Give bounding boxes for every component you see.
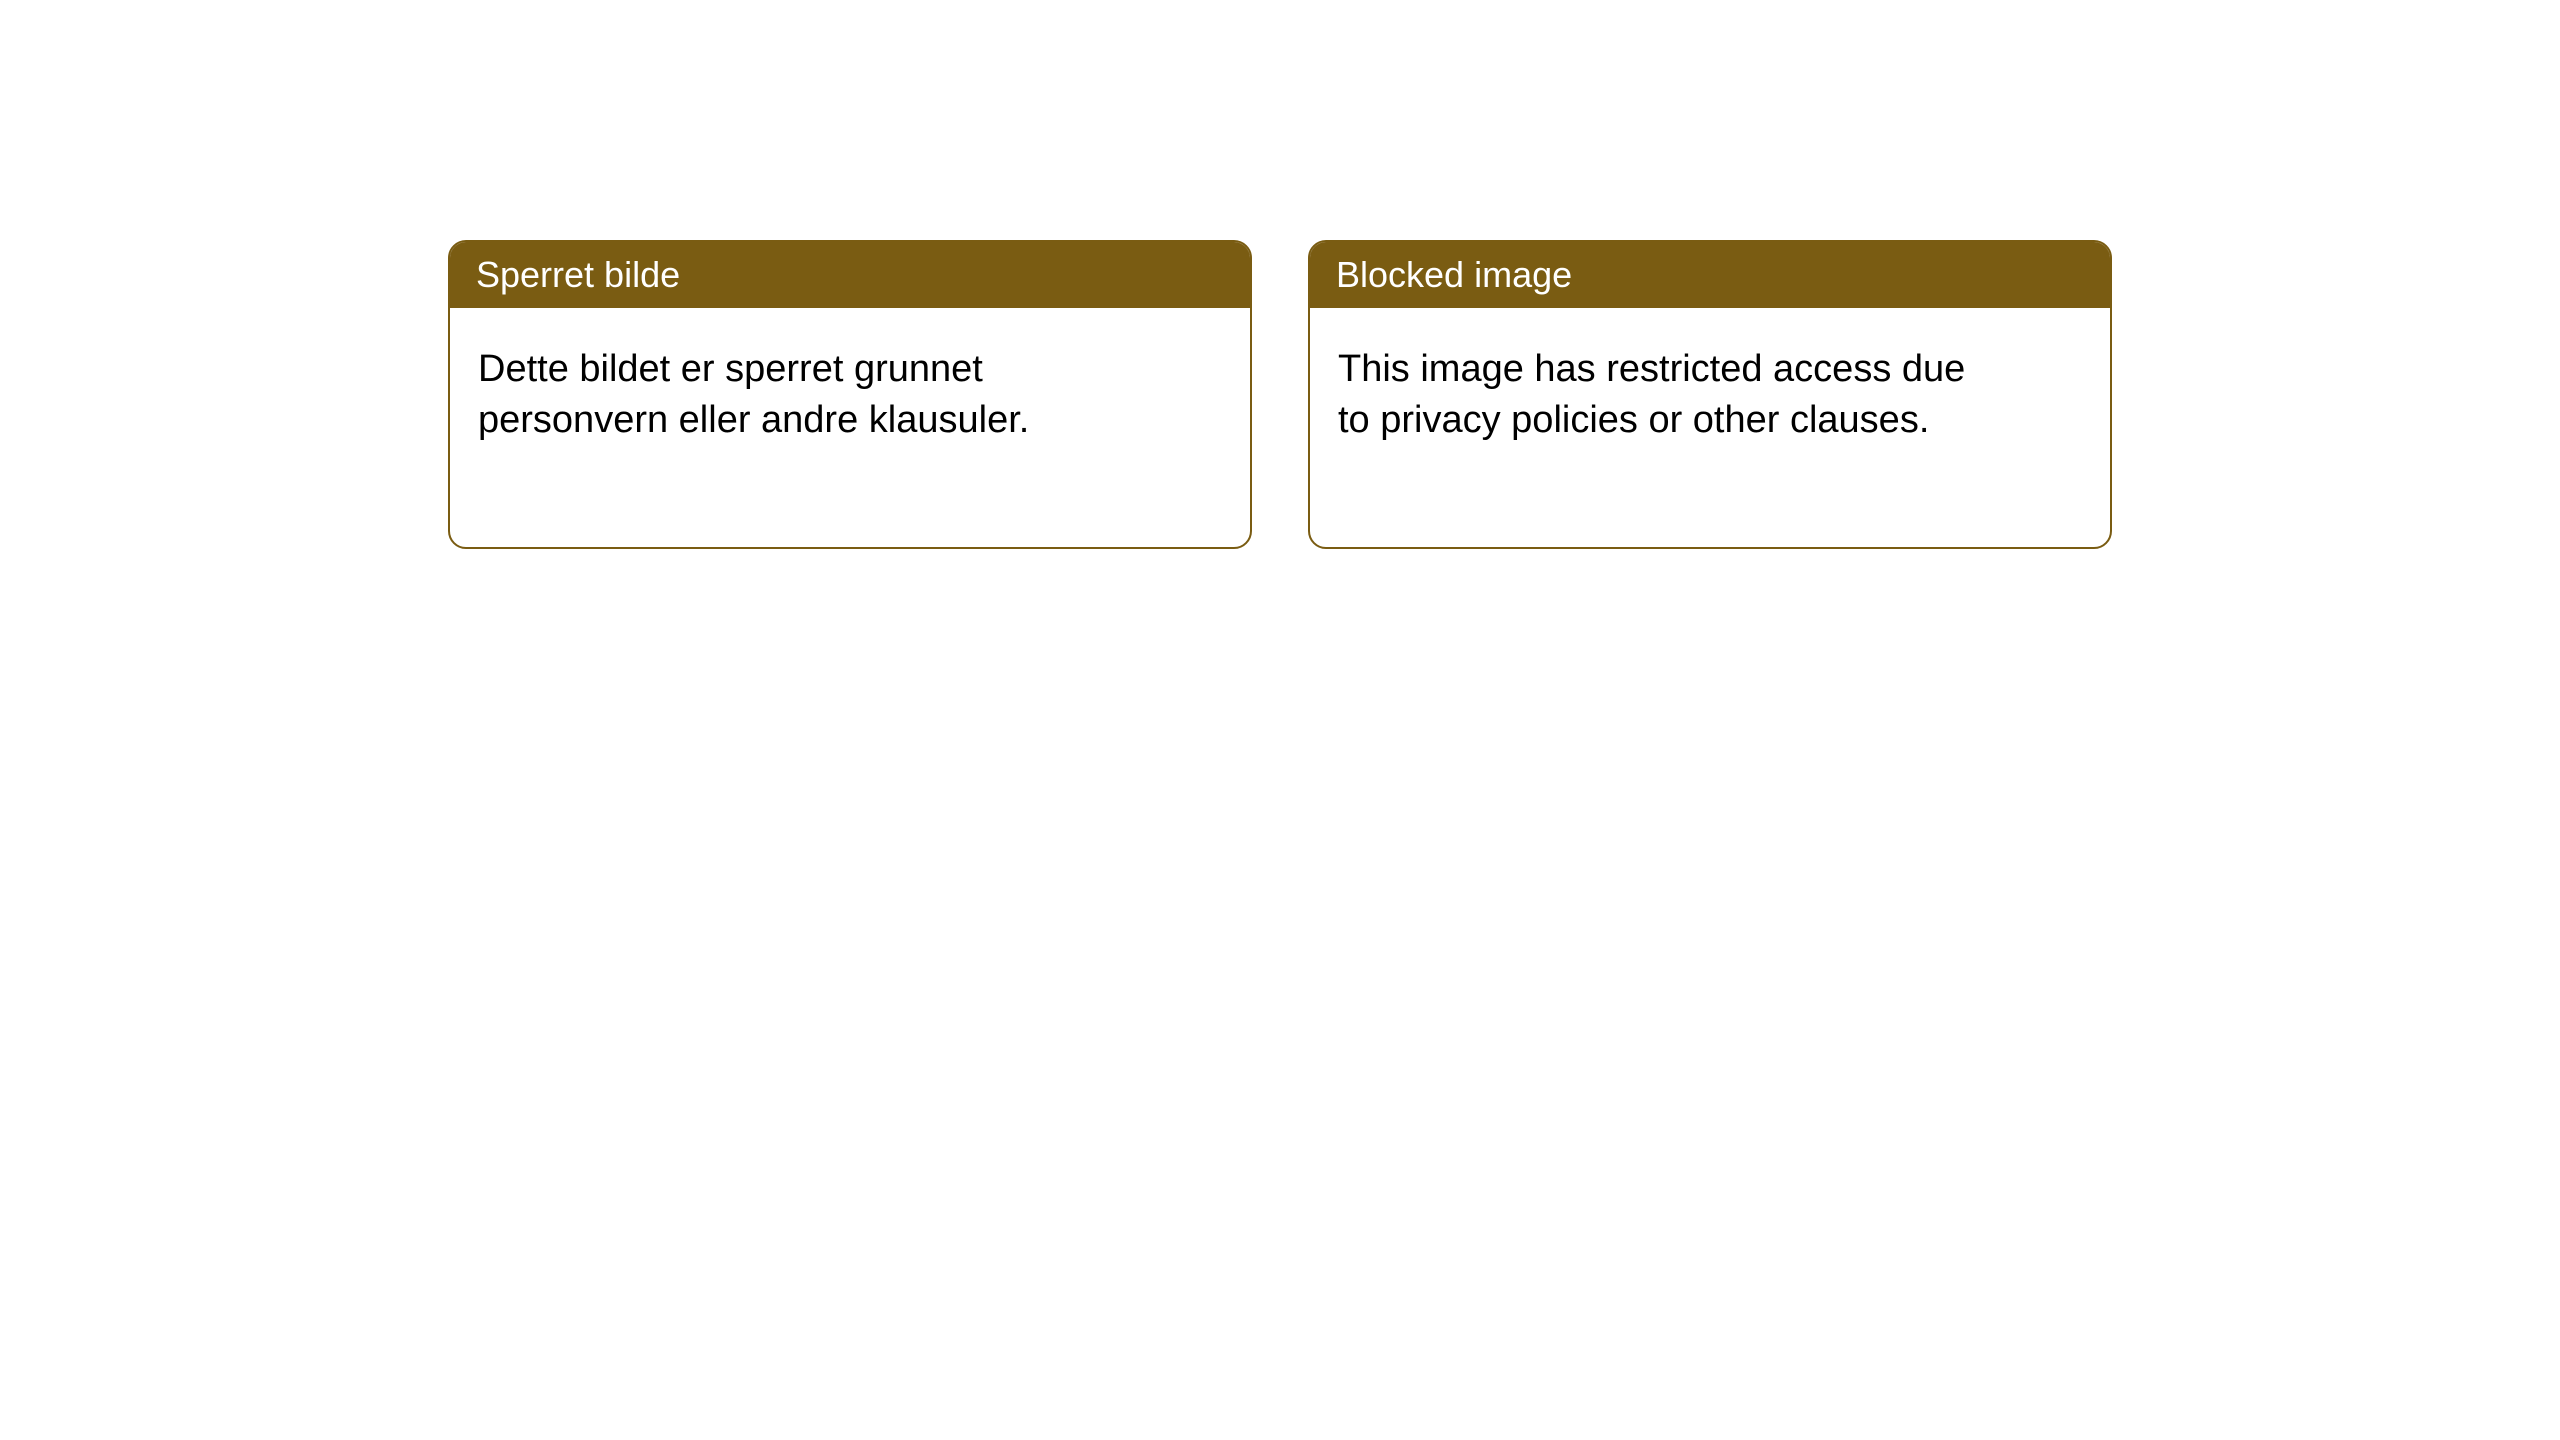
notice-card-english: Blocked image This image has restricted …: [1308, 240, 2112, 549]
notice-header-norwegian: Sperret bilde: [450, 242, 1250, 308]
notice-body-norwegian: Dette bildet er sperret grunnet personve…: [450, 308, 1150, 547]
notice-body-english: This image has restricted access due to …: [1310, 308, 2010, 547]
notice-header-english: Blocked image: [1310, 242, 2110, 308]
notice-card-norwegian: Sperret bilde Dette bildet er sperret gr…: [448, 240, 1252, 549]
notice-container: Sperret bilde Dette bildet er sperret gr…: [448, 240, 2112, 549]
